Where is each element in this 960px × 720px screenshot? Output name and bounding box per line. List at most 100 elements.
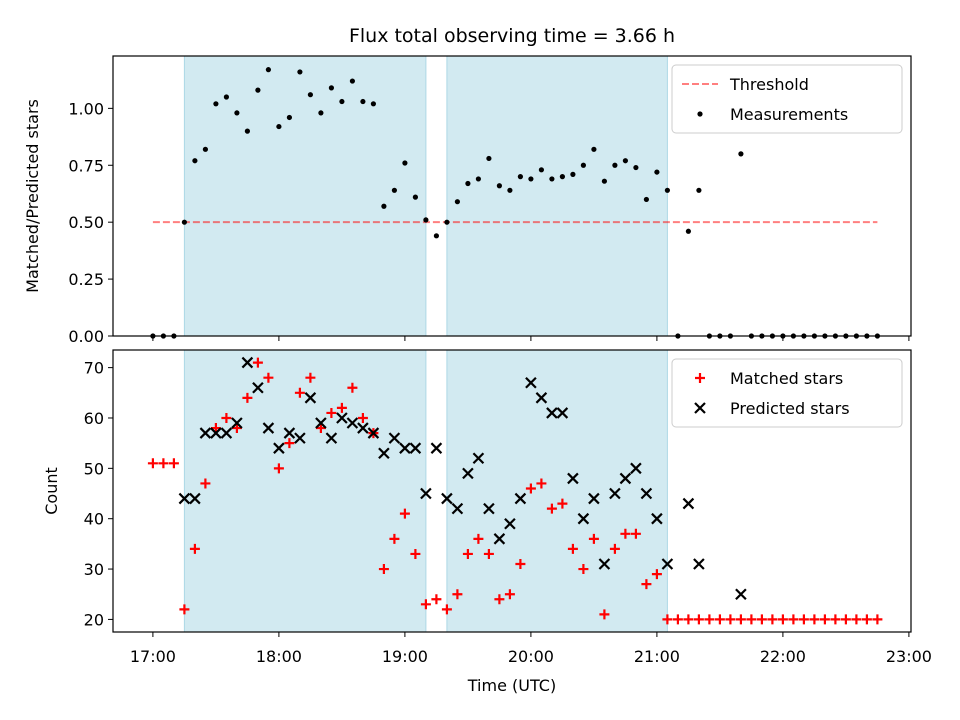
- matched-star-point: [620, 528, 631, 539]
- predicted-star-point: [336, 412, 348, 424]
- matched-star-point: [315, 423, 326, 434]
- matched-star-point: [420, 599, 431, 610]
- matched-star-point: [252, 357, 263, 368]
- measurement-point: [664, 187, 671, 193]
- measurement-point: [633, 164, 639, 171]
- matched-star-point: [200, 478, 211, 489]
- measurement-point: [507, 187, 513, 193]
- matched-star-point: [273, 463, 284, 474]
- matched-star-point: [851, 614, 862, 625]
- measurement-point: [559, 174, 566, 180]
- predicted-star-point: [252, 381, 264, 394]
- predicted-star-point: [661, 558, 674, 570]
- matched-star-point: [588, 533, 599, 544]
- predicted-star-point: [441, 492, 453, 505]
- matched-star-point: [231, 423, 242, 434]
- y-tick-label: 40: [84, 510, 104, 529]
- predicted-star-point: [420, 487, 432, 500]
- measurement-point: [234, 110, 240, 116]
- predicted-star-point: [451, 502, 464, 515]
- x-tick-label: 20:00: [508, 647, 554, 666]
- matched-star-point: [840, 614, 851, 625]
- matched-star-point: [515, 559, 526, 570]
- matched-star-point: [767, 614, 778, 625]
- measurement-point: [601, 178, 608, 184]
- matched-star-point: [147, 458, 158, 469]
- predicted-star-point: [231, 417, 243, 429]
- matched-star-point: [494, 594, 505, 605]
- predicted-star-point: [346, 417, 359, 429]
- measurement-point: [591, 146, 597, 152]
- predicted-star-point: [199, 427, 212, 439]
- matched-star-point: [525, 483, 536, 494]
- predicted-star-point: [577, 512, 590, 525]
- measurement-point: [517, 174, 524, 180]
- matched-star-point: [504, 589, 515, 600]
- predicted-star-point: [294, 432, 306, 444]
- matched-star-point: [210, 423, 221, 434]
- x-tick-label: 22:00: [760, 647, 806, 666]
- matched-star-point: [326, 407, 337, 418]
- measurement-point: [538, 167, 545, 173]
- matched-star-point: [683, 614, 694, 625]
- legend-box: [671, 358, 903, 428]
- measurement-point: [265, 67, 271, 73]
- measurement-point: [528, 176, 534, 182]
- predicted-star-point: [535, 392, 548, 404]
- measurement-point: [286, 114, 292, 121]
- matched-star-point: [483, 548, 494, 559]
- measurement-point: [360, 98, 366, 105]
- predicted-star-point: [619, 472, 632, 485]
- matched-star-point: [798, 614, 809, 625]
- y-axis-label: Matched/Predicted stars: [23, 99, 42, 293]
- legend-label: Predicted stars: [730, 399, 850, 418]
- measurement-point: [318, 110, 324, 116]
- predicted-star-point: [546, 407, 558, 419]
- predicted-star-point: [357, 422, 369, 434]
- shaded-interval-1: [446, 349, 668, 633]
- y-tick-label: 70: [84, 359, 104, 378]
- predicted-star-point: [609, 487, 621, 500]
- predicted-star-point: [178, 492, 191, 505]
- measurement-point: [339, 98, 345, 105]
- predicted-star-point: [525, 376, 537, 389]
- measurement-point: [496, 183, 502, 189]
- matched-star-point: [189, 543, 200, 554]
- legend-measurement-swatch: [697, 111, 703, 117]
- measurement-point: [580, 162, 587, 168]
- legend-label: Measurements: [730, 105, 848, 124]
- predicted-star-point: [241, 356, 254, 369]
- y-tick-label: 30: [84, 560, 104, 579]
- matched-star-point: [830, 614, 841, 625]
- measurement-point: [423, 217, 429, 223]
- x-tick-label: 23:00: [886, 647, 932, 666]
- predicted-star-point: [367, 427, 380, 439]
- predicted-star-point: [262, 422, 275, 434]
- measurement-point: [192, 158, 198, 164]
- y-axis-label: Count: [42, 467, 61, 515]
- predicted-star-point: [220, 427, 233, 439]
- predicted-star-point: [430, 442, 443, 454]
- axes-frame: [112, 55, 912, 337]
- matched-star-point: [578, 564, 589, 575]
- predicted-star-point: [735, 588, 747, 601]
- matched-star-point: [567, 543, 578, 554]
- measurement-point: [202, 146, 208, 152]
- predicted-star-point: [388, 432, 401, 444]
- predicted-star-point: [567, 472, 579, 485]
- y-tick-label: 0.00: [68, 327, 104, 346]
- matched-star-point: [221, 412, 232, 423]
- predicted-star-point: [598, 558, 611, 570]
- matched-star-point: [777, 614, 788, 625]
- y-tick-label: 50: [84, 459, 104, 478]
- x-tick-label: 19:00: [382, 647, 428, 666]
- matched-star-point: [158, 458, 169, 469]
- y-tick-label: 20: [84, 610, 104, 629]
- predicted-star-point: [682, 497, 695, 510]
- x-tick-label: 18:00: [256, 647, 302, 666]
- shaded-interval-0: [183, 55, 427, 337]
- matched-star-point: [662, 614, 673, 625]
- axes-frame: [112, 349, 912, 633]
- predicted-star-point: [588, 492, 600, 505]
- predicted-star-point: [472, 452, 485, 465]
